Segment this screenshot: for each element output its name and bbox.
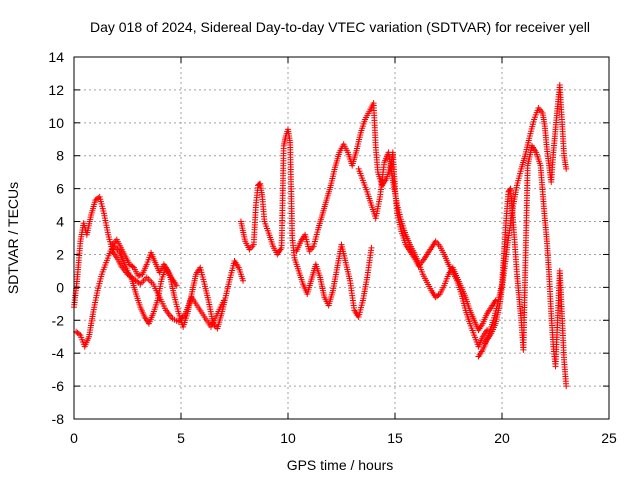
x-tick-label: 5 [177, 430, 185, 446]
y-tick-label: 12 [48, 82, 64, 98]
data-point [368, 244, 375, 251]
x-axis-label: GPS time / hours [287, 457, 394, 473]
y-tick-label: 14 [48, 49, 64, 65]
data-point [435, 292, 442, 299]
data-point [484, 327, 491, 334]
x-tick-label: 0 [70, 430, 78, 446]
data-point [135, 272, 142, 279]
data-points-layer [71, 81, 570, 390]
x-tick-label: 10 [280, 430, 296, 446]
y-tick-label: 10 [48, 115, 64, 131]
y-tick-label: 2 [56, 246, 64, 262]
y-tick-label: -2 [52, 312, 65, 328]
plot-frame [73, 56, 610, 420]
data-point [563, 165, 570, 172]
y-tick-label: 0 [56, 279, 64, 295]
y-axis-label: SDTVAR / TECUs [5, 182, 21, 294]
tick-layer: 0 5 10 15 20 25 -8 -6 -4 -2 0 2 4 6 8 10 12 14 [48, 49, 617, 446]
data-point [492, 297, 499, 304]
data-point [136, 272, 143, 279]
y-tick-label: 8 [56, 148, 64, 164]
data-point [240, 277, 247, 284]
data-point [173, 282, 180, 289]
data-point [563, 383, 570, 390]
x-tick-label: 15 [387, 430, 403, 446]
chart-title: Day 018 of 2024, Sidereal Day-to-day VTE… [90, 19, 590, 35]
data-point [75, 330, 82, 337]
y-tick-label: 4 [56, 214, 64, 230]
data-point [129, 263, 136, 270]
data-point [506, 186, 513, 193]
y-tick-label: -8 [52, 411, 65, 427]
x-tick-label: 25 [601, 430, 617, 446]
y-tick-label: 6 [56, 181, 64, 197]
y-tick-label: -6 [52, 378, 65, 394]
x-tick-label: 20 [494, 430, 510, 446]
y-tick-label: -4 [52, 345, 65, 361]
